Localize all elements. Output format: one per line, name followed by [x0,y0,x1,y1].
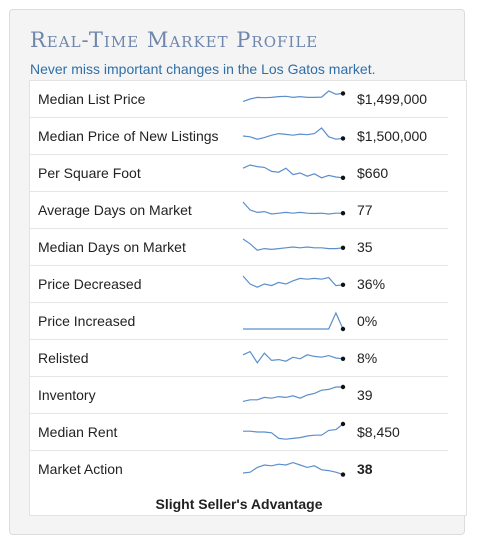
sparkline-trend-line [243,311,344,330]
metric-sparkline [241,228,355,266]
subtitle: Never miss important changes in the Los … [30,61,376,77]
metric-value: $1,499,000 [355,81,448,118]
metric-value: 36% [355,265,448,303]
metric-value: 35 [355,228,448,266]
metric-sparkline [241,191,355,229]
sparkline-chart [242,90,346,102]
sparkline-trend-line [242,238,344,251]
metric-value: 8% [355,339,448,377]
metric-sparkline [241,376,355,414]
metric-row: Inventory 39 [30,376,448,414]
metric-label: Price Increased [30,302,241,340]
sparkline-chart [242,201,346,216]
metric-label: Average Days on Market [30,191,241,229]
metric-value: $1,500,000 [355,117,448,155]
sparkline-end-dot [340,356,346,361]
metric-label: Relisted [30,339,241,377]
metric-row: Average Days on Market 77 [30,191,448,229]
sparkline-trend-line [242,164,344,179]
metric-sparkline [241,81,355,118]
metric-value: 38 [357,461,373,477]
metric-sparkline [241,154,355,192]
metric-row: Market Action 38 [30,451,448,488]
metric-row: Per Square Foot $660 [30,154,448,192]
metric-label: Median Days on Market [30,228,241,266]
sparkline-end-dot [340,282,346,287]
metric-value: $660 [355,154,448,192]
sparkline-chart [242,384,346,402]
market-profile-panel: Real-Time Market Profile Never miss impo… [9,9,467,535]
sparkline-chart [243,311,346,332]
sparkline-chart [242,350,346,364]
sparkline-chart [242,127,346,141]
metric-row: Relisted 8% [30,339,448,377]
sparkline-trend-line [242,275,344,288]
metric-sparkline [241,451,355,488]
metric-row: Median Price of New Listings $1,500,000 [30,117,448,155]
metric-sparkline [241,339,355,377]
metric-label: Price Decreased [30,265,241,303]
sparkline-chart [242,275,346,288]
page-title: Real-Time Market Profile [30,28,319,52]
metric-row: Median Days on Market 35 [30,228,448,266]
sparkline-chart [242,238,346,251]
sparkline-end-dot [340,136,346,141]
metric-sparkline [241,302,355,340]
metric-row: Price Increased 0% [30,302,448,340]
sparkline-end-dot [340,211,346,216]
metric-sparkline [241,265,355,303]
sparkline-chart [242,164,346,180]
metric-label: Median Price of New Listings [30,117,241,155]
metric-sparkline [241,413,355,451]
sparkline-chart [243,421,346,440]
sparkline-end-dot [340,326,346,332]
metrics-table: Median List Price $1,499,000 Median Price … [30,81,448,487]
metric-label: Per Square Foot [30,154,241,192]
sparkline-end-dot [340,245,346,250]
metrics-card: Median List Price $1,499,000 Median Price … [29,80,467,516]
metric-label: Median Rent [30,413,241,451]
metric-value: $8,450 [355,413,448,451]
sparkline-end-dot [340,472,346,477]
metric-sparkline [241,117,355,155]
metric-row: Price Decreased 36% [30,265,448,303]
metric-value: 39 [355,376,448,414]
sparkline-trend-line [242,350,344,364]
sparkline-end-dot [340,384,346,390]
sparkline-trend-line [242,201,343,215]
metric-value: 0% [355,302,448,340]
sparkline-trend-line [242,127,344,140]
sparkline-end-dot [340,421,346,427]
metric-label: Inventory [30,376,241,414]
metric-value: 77 [355,191,448,229]
sparkline-trend-line [242,386,343,402]
metric-row: Median Rent $8,450 [30,413,448,451]
market-verdict: Slight Seller's Advantage [155,496,323,512]
sparkline-end-dot [340,91,346,96]
metric-row: Median List Price $1,499,000 [30,81,448,118]
sparkline-trend-line [243,423,344,440]
metric-label: Median List Price [30,81,241,118]
sparkline-trend-line [242,90,344,102]
sparkline-chart [242,461,346,477]
sparkline-end-dot [340,175,346,180]
sparkline-trend-line [242,461,344,476]
metric-label: Market Action [38,461,123,477]
